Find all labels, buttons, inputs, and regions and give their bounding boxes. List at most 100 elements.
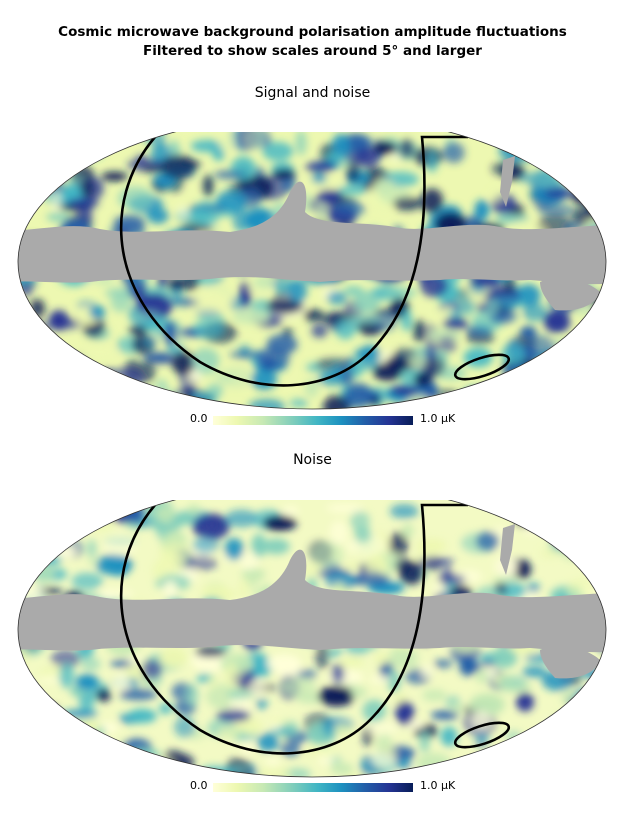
fluctuation-blob — [422, 689, 447, 702]
fluctuation-blob — [375, 179, 395, 195]
fluctuation-blob — [511, 220, 535, 232]
galactic-mask — [18, 549, 606, 653]
fluctuation-blob — [112, 674, 130, 691]
fluctuation-blob — [508, 383, 533, 393]
fluctuation-blob — [30, 368, 44, 388]
fluctuation-blob — [330, 762, 354, 775]
fluctuation-blob — [190, 392, 218, 405]
fluctuation-blob — [418, 557, 455, 567]
fluctuation-blob — [69, 355, 90, 376]
fluctuation-blob — [185, 555, 218, 571]
fluctuation-blob — [599, 693, 606, 711]
fluctuation-blob — [195, 309, 221, 318]
fluctuation-blob — [551, 364, 571, 378]
fluctuation-blob — [182, 388, 195, 407]
fluctuation-blob — [59, 526, 77, 542]
fluctuation-blob — [329, 520, 349, 545]
fluctuation-blob — [53, 544, 76, 559]
fluctuation-blob — [305, 161, 335, 174]
fluctuation-blob — [583, 393, 606, 409]
fluctuation-blob — [43, 163, 68, 182]
fluctuation-blob — [89, 305, 106, 319]
fluctuation-blob — [37, 167, 62, 188]
fluctuation-blob — [562, 524, 600, 534]
fluctuation-blob — [547, 721, 560, 741]
fluctuation-blob — [18, 727, 47, 749]
fluctuation-blob — [515, 515, 544, 529]
fluctuation-blob — [553, 734, 578, 749]
fluctuation-blob — [437, 336, 457, 353]
fluctuation-blob — [171, 351, 196, 375]
fluctuation-blob — [225, 509, 258, 528]
fluctuation-blob — [424, 339, 438, 361]
noise-sky-map — [17, 500, 607, 778]
fluctuation-blob — [346, 161, 361, 183]
fluctuation-blob — [75, 132, 94, 149]
fluctuation-blob — [19, 388, 53, 404]
fluctuation-blob — [64, 378, 79, 391]
fluctuation-blob — [71, 572, 104, 590]
fluctuation-blob — [270, 715, 283, 724]
fluctuation-blob — [395, 701, 415, 726]
mask-patch — [540, 277, 600, 311]
fluctuation-blob — [114, 759, 150, 777]
fluctuation-blob — [34, 759, 51, 777]
fluctuation-blob — [18, 766, 36, 776]
fluctuation-blob — [310, 541, 344, 568]
fluctuation-blob — [164, 750, 183, 763]
fluctuation-blob — [62, 382, 97, 393]
fluctuation-blob — [451, 703, 464, 714]
fluctuation-blob — [389, 504, 419, 519]
fluctuation-blob — [426, 149, 438, 173]
fluctuation-blob — [36, 155, 48, 164]
fluctuation-blob — [399, 139, 415, 158]
fluctuation-blob — [504, 500, 529, 516]
figure-title-line2: Filtered to show scales around 5° and la… — [143, 43, 482, 59]
fluctuation-blob — [372, 363, 402, 381]
fluctuation-blob — [141, 164, 167, 174]
fluctuation-blob — [86, 539, 97, 558]
fluctuation-blob — [101, 171, 128, 182]
fluctuation-blob — [49, 310, 69, 331]
fluctuation-blob — [574, 364, 603, 382]
fluctuation-blob — [315, 201, 328, 221]
fluctuation-blob — [528, 502, 560, 527]
fluctuation-blob — [143, 336, 158, 348]
fluctuation-blob — [354, 526, 372, 543]
colorbar-gradient — [213, 416, 413, 425]
panel-title-noise: Noise — [293, 452, 332, 468]
fluctuation-blob — [520, 512, 548, 527]
fluctuation-blob — [354, 290, 380, 313]
fluctuation-blob — [224, 538, 244, 560]
fluctuation-blob — [586, 706, 606, 720]
fluctuation-blob — [143, 352, 175, 363]
mask-patch — [540, 645, 600, 679]
fluctuation-blob — [476, 531, 500, 551]
fluctuation-blob — [21, 150, 54, 168]
fluctuation-blob — [214, 170, 243, 180]
fluctuation-blob — [346, 539, 361, 554]
fluctuation-blob — [592, 303, 606, 321]
fluctuation-blob — [421, 664, 434, 679]
fluctuation-blob — [32, 748, 46, 758]
fluctuation-blob — [241, 739, 254, 756]
colorbar-max-label: 1.0 µK — [420, 779, 456, 792]
panel-title-signal-noise: Signal and noise — [254, 85, 371, 101]
fluctuation-blob — [587, 711, 606, 725]
fluctuation-blob — [119, 688, 158, 701]
fluctuation-blob — [522, 524, 540, 536]
fluctuation-blob — [339, 657, 365, 667]
fluctuation-blob — [442, 142, 465, 164]
fluctuation-blob — [344, 383, 374, 409]
fluctuation-blob — [232, 309, 270, 324]
fluctuation-blob — [423, 356, 445, 377]
fluctuation-blob — [537, 500, 571, 518]
fluctuation-blob — [373, 651, 390, 666]
fluctuation-blob — [528, 174, 567, 188]
small-region-outline — [453, 353, 511, 381]
fluctuation-blob — [579, 387, 591, 404]
fluctuation-blob — [590, 752, 606, 777]
fluctuation-blob — [573, 688, 595, 703]
fluctuation-blob — [141, 659, 163, 679]
fluctuation-blob — [32, 146, 58, 172]
